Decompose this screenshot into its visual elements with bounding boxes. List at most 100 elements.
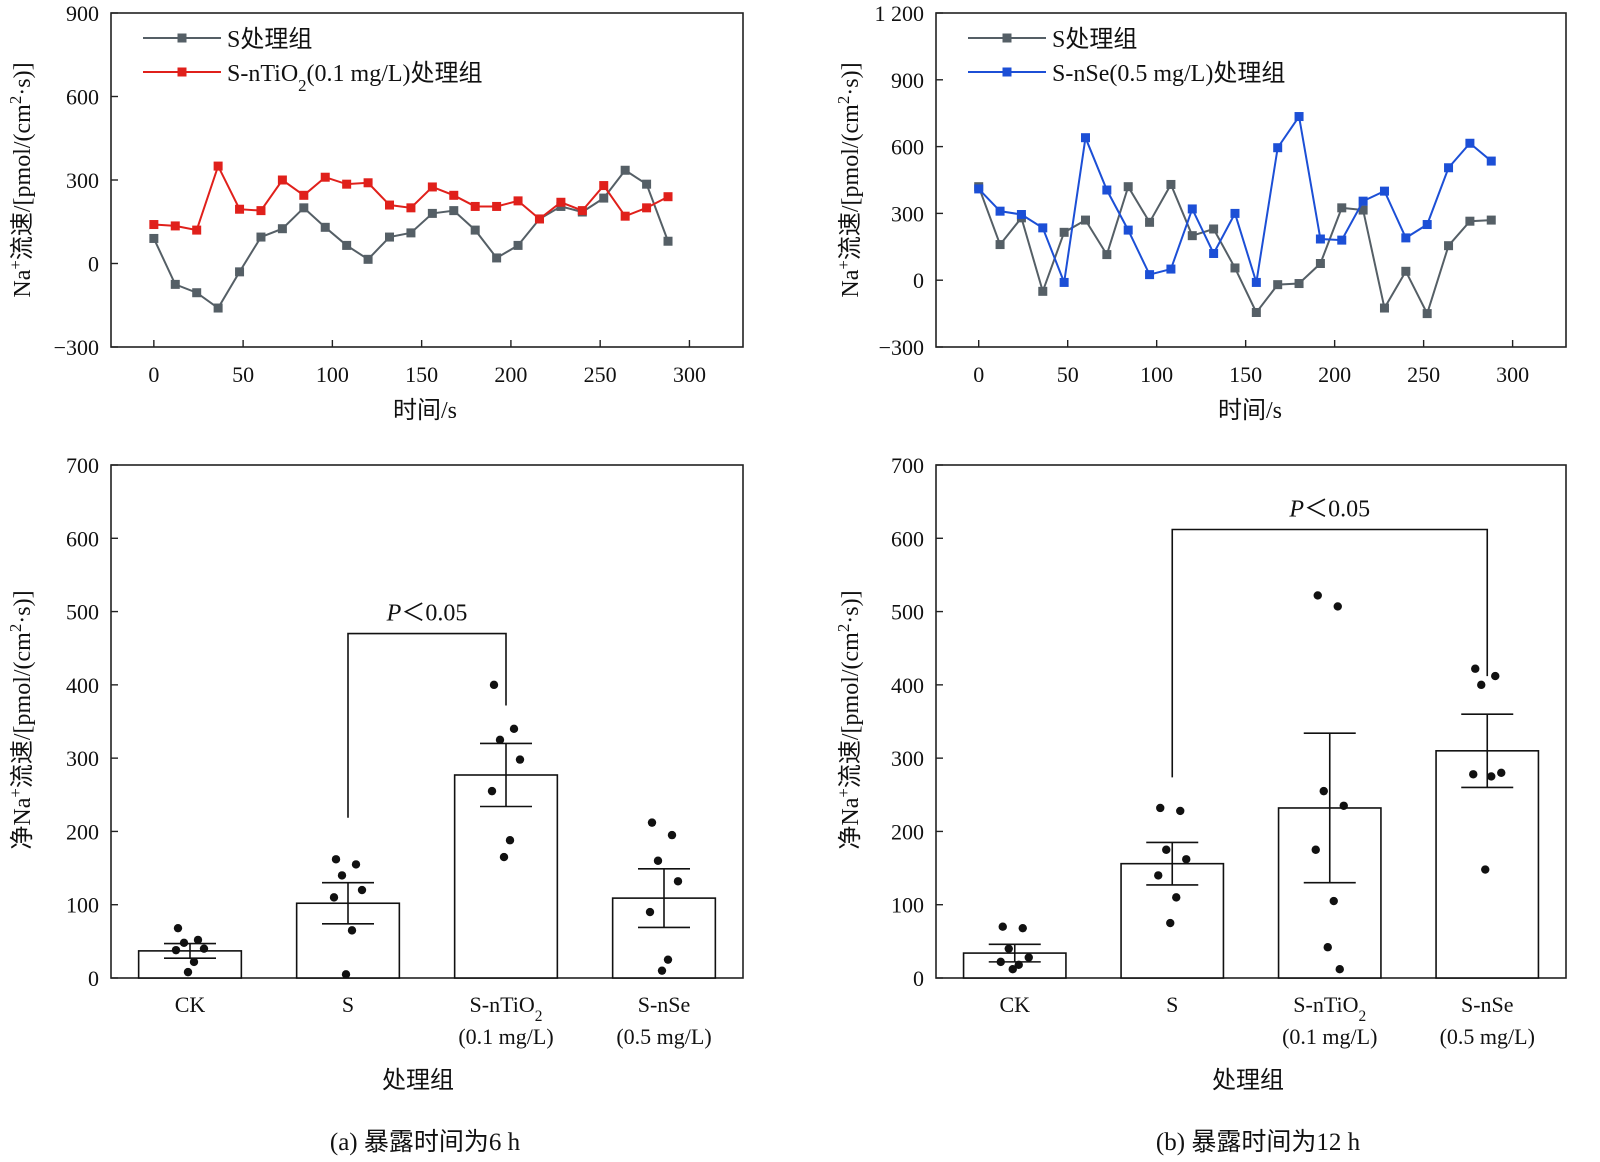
chart-a-bar-category-label: S xyxy=(342,992,354,1017)
chart-b-bar-data-point xyxy=(1335,965,1344,974)
chart-a-bar-data-point xyxy=(509,724,519,734)
chart-a-bar-category-sublabel: (0.5 mg/L) xyxy=(616,1024,711,1049)
chart-a-line-legend-label: S处理组 xyxy=(227,26,312,53)
chart-a-line-point xyxy=(406,228,416,238)
chart-a-line-xtick-label: 250 xyxy=(584,362,617,387)
chart-b-line-point xyxy=(1465,138,1475,148)
chart-b-line-ytick-label: 0 xyxy=(913,268,924,293)
chart-b-line-xtick-label: 200 xyxy=(1318,362,1351,387)
chart-b-line-point xyxy=(1059,227,1069,237)
chart-b-line-xlabel: 时间/s xyxy=(1218,397,1282,424)
chart-b-line-xtick-label: 300 xyxy=(1496,362,1529,387)
chart-a-line-point xyxy=(342,179,352,189)
chart-a-line-legend-marker xyxy=(177,33,187,43)
chart-a-line-point xyxy=(277,175,287,185)
chart-b-line-point xyxy=(1166,179,1176,189)
chart-b-bar-data-point xyxy=(1154,871,1163,880)
chart-a-line-legend-marker xyxy=(177,67,187,77)
chart-b-line-ytick-label: 300 xyxy=(891,201,924,226)
chart-b-line-point xyxy=(1358,205,1368,215)
chart-a-line-point xyxy=(385,232,395,242)
chart-b-bar-category-sublabel: (0.5 mg/L) xyxy=(1440,1024,1535,1049)
chart-b-bar-data-point xyxy=(1313,591,1322,600)
chart-b-bar-data-point xyxy=(1329,896,1338,906)
chart-a-line-point xyxy=(513,196,523,206)
chart-a-line-ylabel-group: Na+流速/[pmol/(cm2·s)] xyxy=(6,62,37,297)
chart-b-bar-data-point xyxy=(1004,944,1013,953)
chart-a-line-point xyxy=(577,206,587,216)
chart-a-line-point xyxy=(470,225,480,235)
chart-a-bar-data-point xyxy=(657,966,667,975)
chart-b-line-point xyxy=(1251,307,1261,317)
chart-b-line-point xyxy=(1422,309,1432,319)
chart-b-bar-data-point xyxy=(1319,786,1328,796)
chart-b-line-point xyxy=(1358,196,1368,206)
chart-a-line-ytick-label: 600 xyxy=(66,85,99,110)
chart-a-bar-ytick-label: 600 xyxy=(66,526,99,551)
chart-b-bar-ytick-label: 200 xyxy=(891,819,924,844)
chart-b-line-point xyxy=(1294,112,1304,122)
chart-a-line-xlabel: 时间/s xyxy=(393,397,457,424)
chart-a-line-point xyxy=(470,201,480,211)
chart-b-line-point xyxy=(1102,250,1112,260)
chart-a-bar-ytick-label: 400 xyxy=(66,673,99,698)
chart-a-bar-ylabel: 净Na+流速/[pmol/(cm2·s)] xyxy=(6,590,37,849)
chart-a-line-point xyxy=(663,236,673,246)
chart-b-line-point xyxy=(1273,280,1283,290)
chart-b-line-point xyxy=(1230,263,1240,273)
chart-b-line-point xyxy=(1379,186,1389,196)
chart-a-bar-frame xyxy=(110,464,744,979)
chart-b-line-point xyxy=(1230,208,1240,218)
chart-b-line-xtick-label: 0 xyxy=(973,362,984,387)
chart-b-bar-data-point xyxy=(1339,801,1348,810)
chart-b-bar-category-label: S xyxy=(1166,992,1178,1017)
chart-b-line-point xyxy=(995,240,1005,250)
chart-a-line-ytick-label: 0 xyxy=(88,252,99,277)
chart-a-bar-data-point xyxy=(189,957,199,967)
chart-b-line-xtick-label: 100 xyxy=(1140,362,1173,387)
chart-a-bar-data-point xyxy=(337,871,347,880)
chart-b-line-point xyxy=(1123,182,1133,192)
chart-a-line-point xyxy=(277,224,287,234)
chart-a-line-point xyxy=(642,203,652,213)
chart-b-bar-category-label: S-nTiO2 xyxy=(1293,992,1366,1025)
chart-b-bar-bar xyxy=(1435,750,1540,979)
chart-b-bar-data-point xyxy=(1166,918,1175,928)
chart-a-bar-data-point xyxy=(173,923,183,933)
chart-a-line-point xyxy=(320,172,330,182)
chart-a-bar-category-label: S-nTiO2 xyxy=(470,992,543,1025)
chart-a-bar-category-label: S-nSe xyxy=(638,992,691,1017)
chart-a-line-point xyxy=(427,182,437,192)
chart-b-line-point xyxy=(1145,217,1155,227)
chart-b-line-ylabel-group: Na+流速/[pmol/(cm2·s)] xyxy=(834,62,865,297)
chart-a-line-point xyxy=(213,161,223,171)
chart-a-line-point xyxy=(149,233,159,243)
chart-b-bar-data-point xyxy=(1156,803,1165,813)
chart-b-bar-data-point xyxy=(1024,953,1033,962)
chart-a-bar-data-point xyxy=(653,856,663,865)
chart-a-bar-data-point xyxy=(329,893,339,902)
chart-a-line-ytick-label: 900 xyxy=(66,1,99,26)
chart-a-line-xtick-label: 50 xyxy=(232,362,254,387)
chart-a-line-point xyxy=(599,181,609,191)
chart-b-bar-data-point xyxy=(1018,923,1027,933)
chart-b-line-point xyxy=(1166,264,1176,274)
chart-b-line-point xyxy=(1187,231,1197,241)
chart-b-line-legend-marker xyxy=(1002,33,1012,43)
chart-a-bar-ytick-label: 300 xyxy=(66,746,99,771)
chart-b-line-point xyxy=(1059,277,1069,287)
chart-b-bar-category-label: CK xyxy=(999,992,1030,1017)
chart-a-line-point xyxy=(620,165,630,175)
chart-a-line-point xyxy=(320,222,330,232)
chart-a-bar-ytick-label: 200 xyxy=(66,819,99,844)
caption-a: (a) 暴露时间为6 h xyxy=(330,1128,521,1156)
chart-b-bar-ytick-label: 0 xyxy=(913,966,924,991)
chart-a-line-point xyxy=(363,178,373,188)
chart-a-line-point xyxy=(235,267,245,277)
chart-b-bar-data-point xyxy=(1497,768,1506,777)
chart-b-bar-ytick-label: 100 xyxy=(891,893,924,918)
chart-b-line-point xyxy=(1102,185,1112,195)
chart-b-line-ytick-label: 600 xyxy=(891,135,924,160)
chart-b-line-point xyxy=(1273,143,1283,153)
chart-a-bar-data-point xyxy=(495,735,505,745)
